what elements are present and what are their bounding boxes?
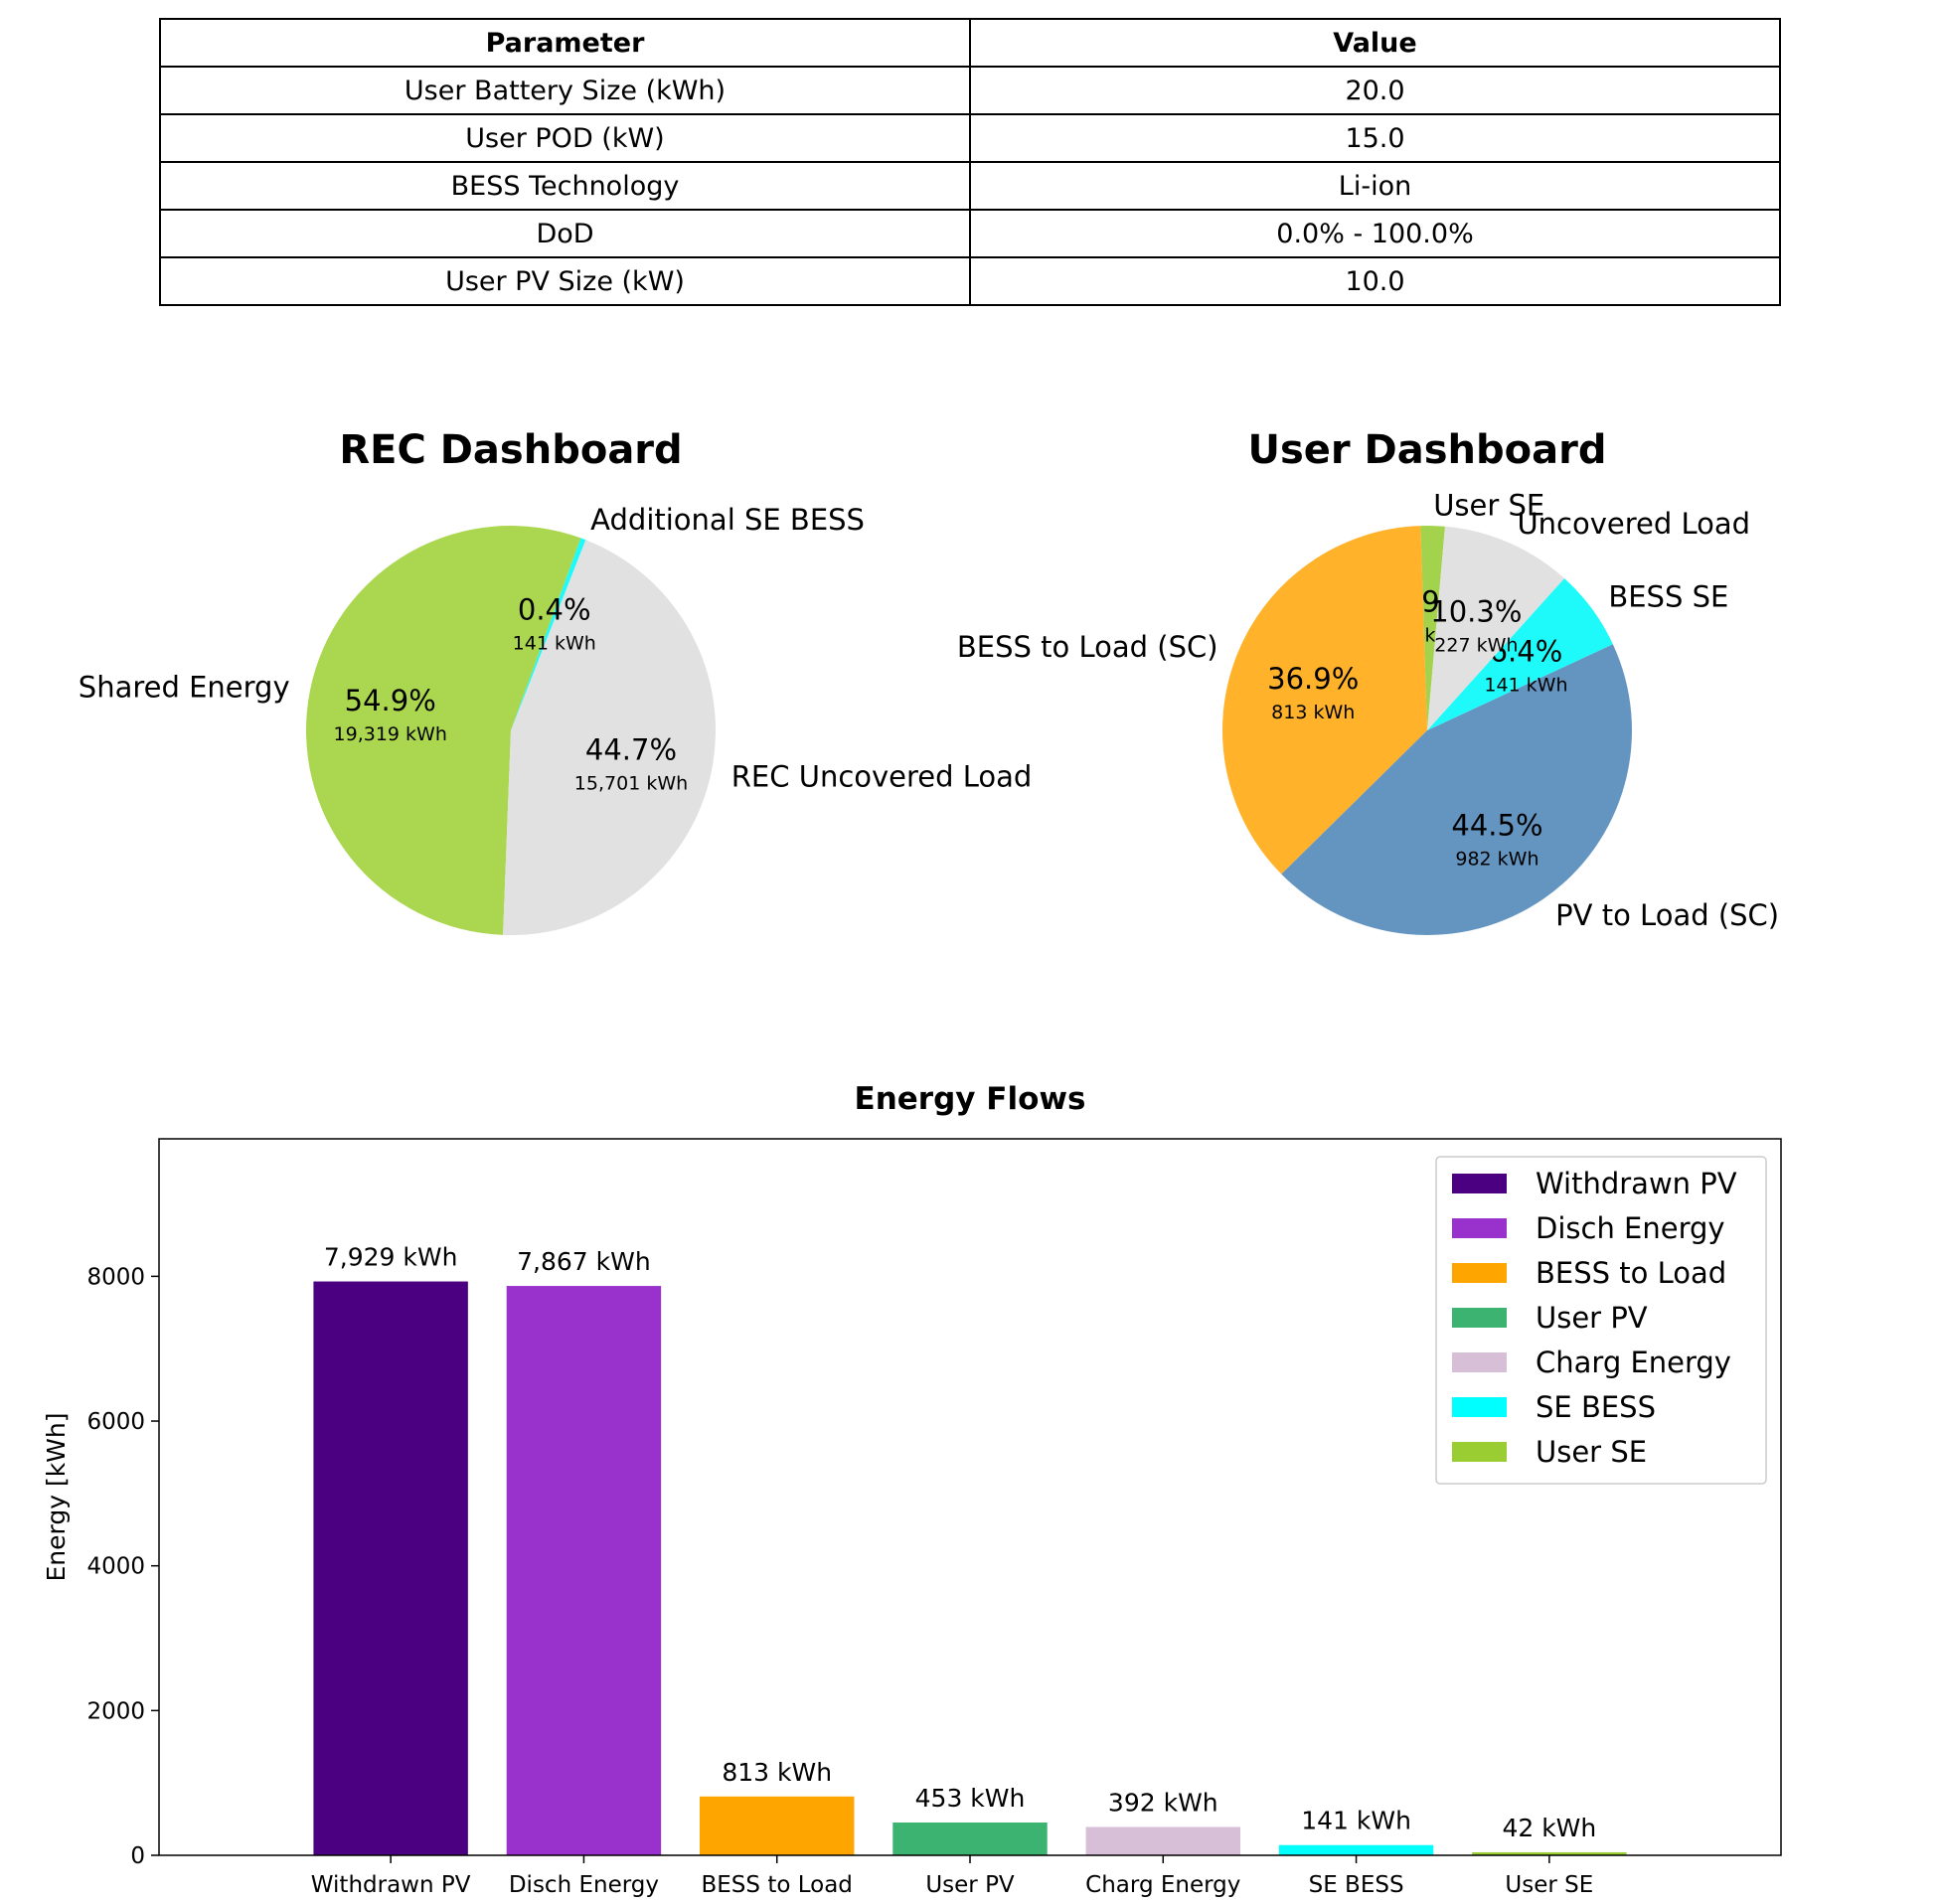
legend-swatch-user-se	[1452, 1442, 1507, 1462]
pie-kwh-label: 813 kWh	[1271, 702, 1355, 723]
legend-swatch-bess-to-load	[1452, 1263, 1507, 1283]
table-header-row: Parameter Value	[159, 18, 1781, 68]
legend-label: User SE	[1536, 1435, 1647, 1469]
pie-slice-user-se	[1420, 526, 1445, 730]
table-row: User POD (kW) 15.0	[159, 113, 1781, 163]
x-tick-label: SE BESS	[1309, 1872, 1404, 1898]
bar-user-se	[1472, 1851, 1627, 1855]
y-tick-label: 6000	[86, 1409, 145, 1435]
pie-label-rec-uncovered-load: REC Uncovered Load	[731, 759, 1033, 793]
bar-bess-to-load	[700, 1796, 855, 1855]
pie-title: REC Dashboard	[339, 427, 682, 473]
bar-value-label: 42 kWh	[1502, 1814, 1596, 1842]
legend-swatch-withdrawn-pv	[1452, 1174, 1507, 1193]
bar-value-label: 141 kWh	[1301, 1807, 1411, 1835]
pie-slice-uncovered-load	[1427, 526, 1565, 730]
pie-title: User Dashboard	[1247, 427, 1606, 473]
bar-disch-energy	[506, 1286, 662, 1855]
pie-slice-rec-uncovered-load	[503, 540, 716, 935]
legend: Withdrawn PV Disch Energy BESS to Load User…	[1435, 1156, 1767, 1485]
y-tick-label: 8000	[86, 1264, 145, 1290]
pie-slice-pv-to-load-sc	[1281, 644, 1632, 936]
table-cell-parameter: User Battery Size (kWh)	[159, 66, 971, 115]
bar-value-label: 7,867 kWh	[517, 1247, 651, 1276]
pie-label-bess-to-load-sc: BESS to Load (SC)	[957, 630, 1218, 664]
pie-label-pv-to-load-sc: PV to Load (SC)	[1555, 898, 1779, 932]
pie-kwh-label: 141 kWh	[1484, 675, 1567, 697]
pie-kwh-label: 141 kWh	[513, 632, 596, 654]
bar-chart-title: Energy Flows	[855, 1081, 1086, 1117]
pie-label-additional-se-bess: Additional SE BESS	[590, 503, 865, 537]
legend-box	[1435, 1156, 1767, 1485]
x-tick-label: User PV	[925, 1872, 1015, 1898]
pie-pct-label: 36.9%	[1267, 662, 1359, 696]
table-cell-value: Li-ion	[969, 161, 1781, 211]
legend-label: Disch Energy	[1536, 1211, 1725, 1245]
legend-label: Withdrawn PV	[1536, 1167, 1737, 1200]
table-header-parameter: Parameter	[159, 18, 971, 68]
bar-value-label: 7,929 kWh	[324, 1243, 458, 1272]
table-cell-value: 15.0	[969, 113, 1781, 163]
pie-pct-label: 44.7%	[585, 732, 677, 766]
pie-slice-shared-energy	[305, 526, 581, 935]
legend-label: Charg Energy	[1536, 1346, 1731, 1379]
pie-kwh-label: 19,319 kWh	[334, 723, 447, 745]
pie-slice-bess-se	[1427, 578, 1613, 730]
table-row: DoD 0.0% - 100.0%	[159, 209, 1781, 258]
legend-swatch-se-bess	[1452, 1397, 1507, 1417]
pie-pct-label: 54.9%	[345, 684, 436, 717]
bar-withdrawn-pv	[313, 1281, 468, 1855]
pie-pct-label: 10.3%	[1430, 595, 1522, 629]
rec-dashboard-pie: REC Dashboard Shared Energy 54.9% 19,319 kW…	[79, 427, 1033, 935]
table-cell-value: 10.0	[969, 256, 1781, 306]
table-row: User PV Size (kW) 10.0	[159, 256, 1781, 306]
pie-label-user-se: User SE	[1433, 488, 1544, 522]
plot-frame	[158, 1138, 1782, 1856]
table-cell-parameter: User POD (kW)	[159, 113, 971, 163]
bar-user-pv	[892, 1823, 1048, 1855]
pie-slice-bess-to-load-sc	[1221, 526, 1427, 874]
bar-charg-energy	[1085, 1826, 1240, 1855]
pie-label-shared-energy: Shared Energy	[79, 670, 290, 704]
table-cell-parameter: DoD	[159, 209, 971, 258]
table-cell-parameter: User PV Size (kW)	[159, 256, 971, 306]
pie-slice-additional-se-bess	[511, 538, 586, 730]
legend-label: User PV	[1536, 1301, 1648, 1335]
x-tick-label: Charg Energy	[1085, 1872, 1240, 1898]
y-tick-label: 4000	[86, 1554, 145, 1580]
legend-swatch-disch-energy	[1452, 1218, 1507, 1238]
pie-pct-label: 44.5%	[1451, 809, 1542, 843]
table-cell-parameter: BESS Technology	[159, 161, 971, 211]
x-tick-label: Disch Energy	[509, 1872, 659, 1898]
pie-kwh-label: 982 kWh	[1455, 849, 1538, 871]
table-cell-value: 20.0	[969, 66, 1781, 115]
bar-value-label: 813 kWh	[722, 1758, 832, 1787]
bar-se-bess	[1278, 1844, 1434, 1855]
table-row: User Battery Size (kWh) 20.0	[159, 66, 1781, 115]
bar-value-label: 453 kWh	[915, 1784, 1026, 1813]
pie-pct-label: 0.4%	[518, 592, 591, 626]
energy-flows-bar-chart: Energy Flows 7,929 kWh Withdrawn PV 7,867 k…	[42, 1081, 1782, 1898]
legend-label: SE BESS	[1536, 1390, 1656, 1424]
x-tick-label: Withdrawn PV	[311, 1872, 471, 1898]
pie-label-bess-se: BESS SE	[1608, 579, 1728, 613]
y-axis-label: Energy [kWh]	[42, 1412, 71, 1581]
legend-label: BESS to Load	[1536, 1256, 1726, 1290]
y-tick-label: 2000	[86, 1698, 145, 1724]
legend-swatch-charg-energy	[1452, 1352, 1507, 1372]
bar-value-label: 392 kWh	[1108, 1788, 1218, 1817]
pie-label-uncovered-load: Uncovered Load	[1517, 507, 1750, 541]
table-header-value: Value	[969, 18, 1781, 68]
x-tick-label: BESS to Load	[702, 1872, 853, 1898]
pie-kwh-label: 227 kWh	[1434, 635, 1518, 657]
parameters-table: Parameter Value User Battery Size (kWh) …	[159, 18, 1781, 306]
x-tick-label: User SE	[1505, 1872, 1593, 1898]
y-tick-label: 0	[130, 1843, 145, 1869]
table-row: BESS Technology Li-ion	[159, 161, 1781, 211]
legend-swatch-user-pv	[1452, 1308, 1507, 1328]
pie-kwh-label: 15,701 kWh	[574, 772, 688, 794]
table-cell-value: 0.0% - 100.0%	[969, 209, 1781, 258]
